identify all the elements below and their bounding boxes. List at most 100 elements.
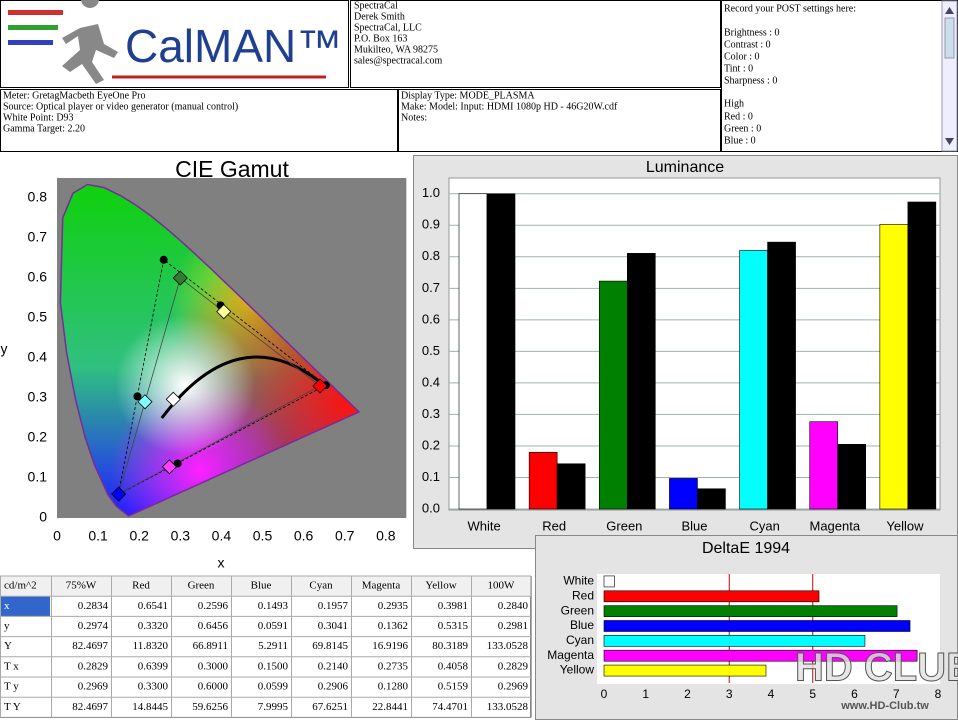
bar (907, 201, 937, 510)
target-point (312, 378, 328, 394)
x-tick-label: 7 (893, 687, 900, 701)
table-header: Blue (251, 580, 272, 592)
bar (603, 620, 911, 632)
meter-box (0, 89, 398, 152)
table-cell: 0.1493 (258, 600, 289, 612)
x-tick-label: Magenta (809, 518, 860, 533)
table-header: Yellow (425, 580, 456, 592)
table-cell: 66.8911 (193, 640, 228, 652)
info-line: Brightness : 0 (724, 27, 780, 38)
x-tick-label: 0 (601, 687, 608, 701)
table-cell: 0.2829 (498, 660, 529, 672)
y-tick-label: 0.1 (422, 469, 440, 484)
y-tick-label: 0.6 (28, 269, 48, 285)
info-line: Source: Optical player or video generato… (3, 101, 238, 112)
y-tick-label: 0.0 (422, 500, 440, 515)
table-cell: 0.6541 (138, 600, 168, 612)
table-cell: 0.1500 (258, 660, 289, 672)
y-tick-label: Red (572, 588, 594, 602)
logo-figure (62, 0, 118, 84)
x-tick-label: 0.3 (171, 528, 191, 544)
table-cell: 0.6399 (138, 660, 169, 672)
info-line: Meter: GretagMacbeth EyeOne Pro (3, 90, 145, 101)
watermark-logo: HD CLUB (795, 646, 958, 690)
table-cell: 82.4697 (72, 701, 108, 713)
chart-title: DeltaE 1994 (702, 540, 790, 557)
table-cell: 80.3189 (432, 640, 468, 652)
table-cell: 0.3320 (138, 620, 169, 632)
y-tick-label: 0.7 (422, 280, 440, 295)
y-tick-label: White (563, 574, 594, 588)
x-tick-label: 6 (851, 687, 858, 701)
info-line: Green : 0 (724, 123, 761, 134)
x-tick-label: Red (542, 518, 566, 533)
y-tick-label: 0.1 (28, 469, 48, 485)
post-box (721, 0, 958, 152)
target-point (216, 304, 232, 320)
info-line: sales@spectracal.com (354, 55, 443, 66)
table-cell: 0.4058 (438, 660, 469, 672)
target-point (172, 270, 188, 286)
x-tick-label: Cyan (749, 518, 779, 533)
scroll-thumb[interactable] (944, 17, 955, 59)
bar (598, 280, 628, 510)
header-row-bg (0, 576, 531, 597)
y-tick-label: 0.2 (28, 429, 48, 445)
gamut-triangle (117, 259, 327, 496)
table-cell: 0.3981 (438, 600, 468, 612)
table-cell: 0.2974 (78, 620, 109, 632)
y-axis-label: y (1, 341, 8, 357)
table-cell: 11.8320 (133, 640, 169, 652)
target-point (111, 486, 127, 502)
x-tick-label: 0.5 (253, 528, 273, 544)
table-cell: 0.2969 (498, 681, 529, 693)
table-cell: 0.2829 (78, 660, 109, 672)
bar (809, 421, 839, 510)
table-header: Magenta (362, 580, 401, 592)
chart-title: Luminance (646, 159, 724, 176)
info-line: Display Type: MODE_PLASMA (401, 90, 535, 101)
info-line: Red : 0 (724, 111, 753, 122)
y-tick-label: 0 (39, 509, 47, 525)
info-line: Gamma Target: 2.20 (3, 123, 85, 134)
table-cell: 7.9995 (258, 701, 289, 713)
y-tick-label: Green (561, 603, 594, 617)
target-point (137, 394, 153, 410)
bar (603, 664, 767, 677)
bar (458, 193, 488, 510)
table-cell: 0.5315 (438, 620, 469, 632)
info-line: Notes: (401, 112, 427, 123)
table-cell: 0.2596 (198, 600, 229, 612)
y-tick-label: 0.8 (28, 189, 48, 205)
info-line: Tint : 0 (724, 63, 753, 74)
x-tick-label: 0.4 (212, 528, 232, 544)
table-cell: 59.6256 (192, 701, 228, 713)
y-tick-label: 0.2 (422, 437, 440, 452)
table-header: Green (188, 580, 215, 592)
y-tick-label: 0.3 (28, 389, 48, 405)
table-cell: 0.0599 (258, 681, 289, 693)
table-cell: 14.8445 (132, 701, 168, 713)
table-cell: 22.8441 (372, 701, 408, 713)
plot-area (448, 177, 941, 511)
table-cell: 0.5159 (438, 681, 469, 693)
y-tick-label: 0.5 (422, 343, 440, 358)
info-line: P.O. Box 163 (354, 33, 407, 44)
x-tick-label: 4 (768, 687, 775, 701)
table-cell: 133.0528 (487, 640, 529, 652)
table-frame (0, 575, 531, 718)
table-cell: 0.3300 (138, 681, 169, 693)
info-line: Derek Smith (354, 11, 405, 22)
table-cell: 0.2735 (378, 660, 409, 672)
y-tick-label: 0.8 (422, 248, 440, 263)
table-cell: 0.1280 (378, 681, 409, 693)
x-axis-label: x (218, 555, 225, 571)
table-cell: 0.2969 (78, 681, 109, 693)
table-cell: 0.2140 (318, 660, 349, 672)
row-label: x (4, 600, 10, 612)
bar (879, 224, 909, 510)
table-cell: 16.9196 (372, 640, 408, 652)
logo-text: CalMAN™ (125, 20, 342, 72)
chart-title: CIE Gamut (175, 156, 289, 182)
bar (603, 575, 615, 588)
